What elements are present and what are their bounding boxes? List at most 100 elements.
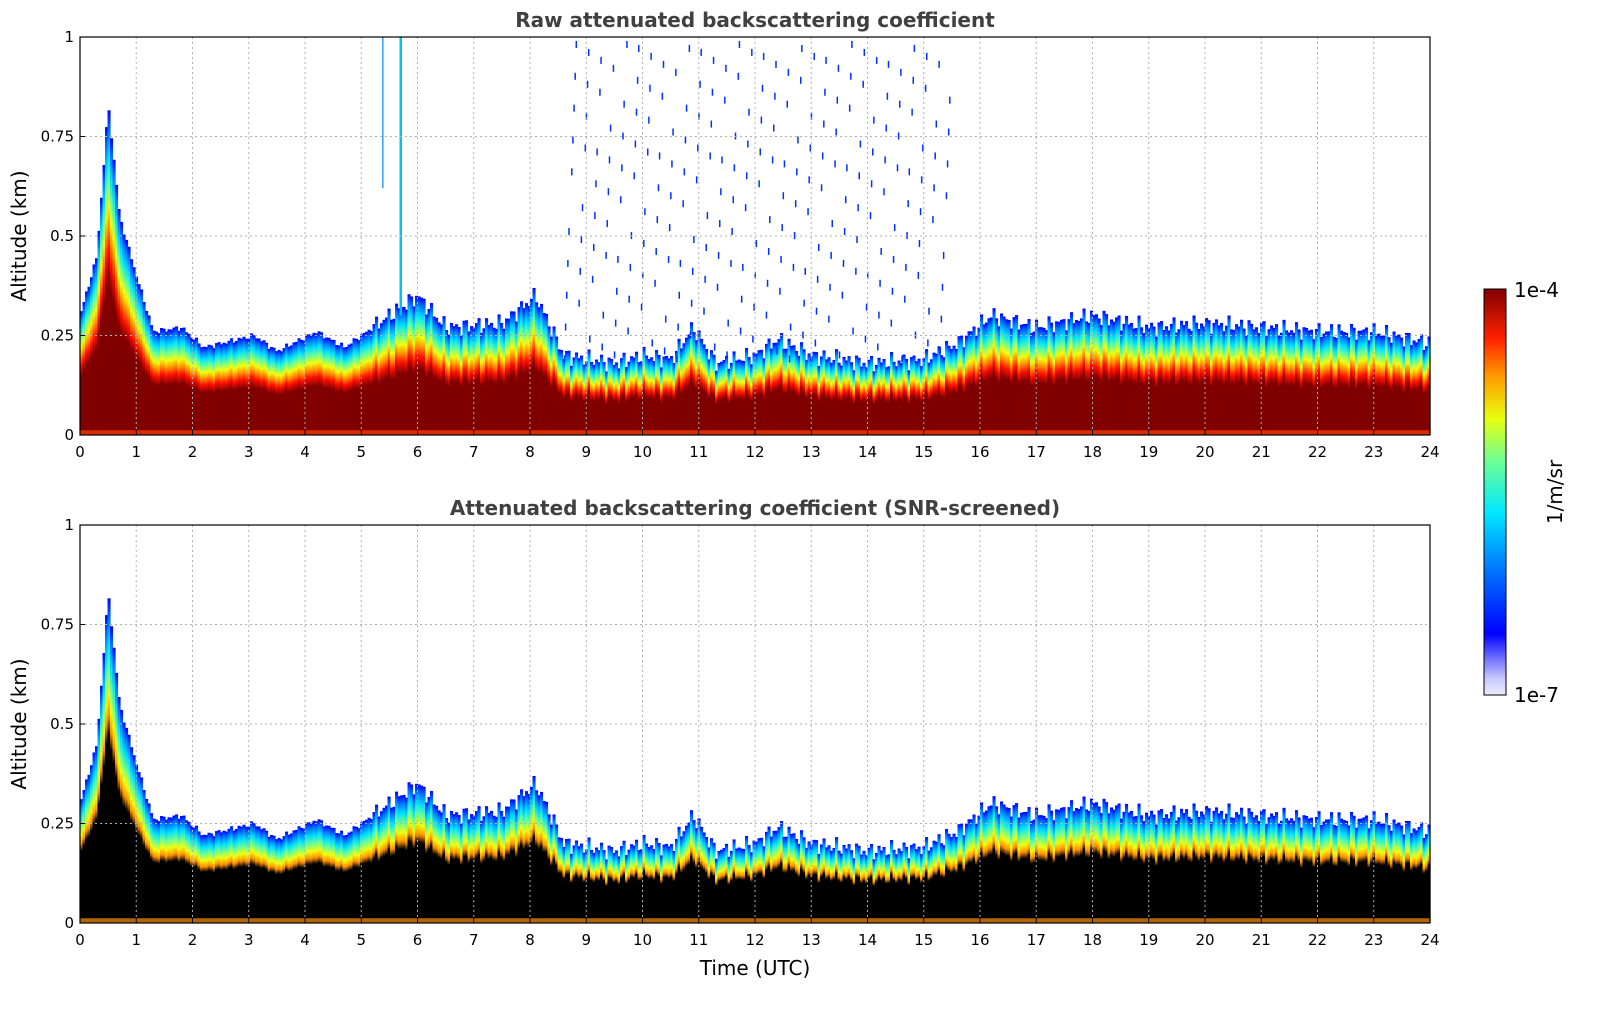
- layer-column: [522, 796, 526, 923]
- noise-speck: [872, 148, 874, 156]
- layer-column: [447, 334, 451, 435]
- layer-column: [1160, 809, 1164, 923]
- layer-column: [1165, 326, 1169, 435]
- layer-column: [1385, 812, 1389, 923]
- layer-column: [1355, 339, 1359, 435]
- layer-column: [1105, 802, 1109, 923]
- layer-column: [1140, 327, 1144, 435]
- layer-column: [977, 815, 981, 923]
- layer-column: [312, 332, 316, 435]
- layer-column: [97, 230, 101, 435]
- layer-column: [847, 356, 851, 435]
- layer-column: [1400, 337, 1404, 435]
- panel-title: Raw attenuated backscattering coefficien…: [515, 8, 995, 32]
- layer-column: [570, 365, 574, 435]
- layer-column: [535, 790, 539, 923]
- layer-column: [102, 653, 106, 923]
- layer-column: [1000, 313, 1004, 435]
- layer-column: [1107, 813, 1111, 923]
- noise-speck: [917, 271, 920, 279]
- x-tick-label: 10: [633, 443, 652, 461]
- layer-column: [775, 830, 779, 923]
- layer-column: [462, 808, 466, 923]
- layer-column: [727, 368, 731, 435]
- x-tick-label: 22: [1308, 443, 1327, 461]
- layer-column: [105, 615, 109, 923]
- layer-column: [632, 357, 636, 435]
- layer-column: [1220, 811, 1224, 923]
- layer-column: [937, 346, 941, 435]
- layer-column: [1255, 815, 1259, 923]
- layer-column: [275, 351, 279, 435]
- noise-speck: [884, 156, 886, 164]
- layer-column: [297, 338, 301, 435]
- layer-column: [962, 835, 966, 923]
- layer-column: [732, 839, 736, 923]
- layer-column: [737, 359, 741, 435]
- y-tick-label: 0: [64, 426, 74, 444]
- noise-speck: [875, 56, 878, 64]
- layer-column: [575, 840, 579, 923]
- layer-column: [597, 362, 601, 435]
- noise-speck: [746, 172, 748, 180]
- noise-speck: [591, 275, 594, 283]
- layer-column: [617, 368, 621, 435]
- layer-column: [555, 336, 559, 435]
- layer-column: [330, 339, 334, 435]
- layer-column: [572, 845, 576, 923]
- layer-column: [1085, 321, 1089, 435]
- layer-column: [587, 349, 591, 435]
- layer-column: [935, 353, 939, 435]
- noise-speck: [870, 180, 873, 188]
- layer-column: [825, 847, 829, 923]
- layer-column: [1292, 332, 1296, 435]
- layer-column: [340, 342, 344, 435]
- layer-column: [1342, 820, 1346, 923]
- layer-column: [1285, 818, 1289, 923]
- layer-column: [295, 829, 299, 923]
- layer-column: [262, 828, 266, 923]
- layer-column: [97, 718, 101, 923]
- layer-column: [342, 347, 346, 435]
- layer-column: [115, 672, 119, 923]
- noise-speck: [668, 224, 671, 232]
- noise-speck: [671, 160, 673, 168]
- x-tick-label: 20: [1195, 931, 1214, 949]
- x-tick-label: 11: [689, 931, 708, 949]
- layer-column: [647, 847, 651, 923]
- layer-column: [1025, 323, 1029, 435]
- layer-column: [1140, 815, 1144, 923]
- layer-column: [190, 337, 194, 435]
- layer-column: [192, 827, 196, 923]
- layer-column: [582, 852, 586, 923]
- layer-column: [1185, 321, 1189, 435]
- layer-column: [240, 338, 244, 435]
- layer-column: [1050, 810, 1054, 923]
- layer-column: [1392, 819, 1396, 923]
- x-tick-label: 5: [356, 443, 366, 461]
- layer-column: [942, 845, 946, 923]
- noise-speck: [938, 60, 940, 68]
- layer-column: [475, 323, 479, 435]
- layer-column: [692, 820, 696, 923]
- x-tick-label: 16: [970, 443, 989, 461]
- layer-column: [500, 811, 504, 923]
- layer-column: [1280, 332, 1284, 435]
- layer-column: [95, 746, 99, 923]
- layer-column: [180, 328, 184, 435]
- layer-column: [565, 839, 569, 923]
- layer-column: [990, 805, 994, 923]
- layer-column: [985, 810, 989, 923]
- layer-column: [415, 783, 419, 923]
- layer-column: [932, 840, 936, 923]
- layer-column: [1200, 811, 1204, 923]
- layer-column: [720, 849, 724, 923]
- noise-speck: [690, 299, 693, 307]
- noise-speck: [571, 168, 573, 176]
- layer-column: [197, 831, 201, 923]
- layer-column: [1175, 820, 1179, 923]
- layer-column: [660, 367, 664, 435]
- layer-column: [532, 287, 536, 435]
- noise-speck: [932, 216, 934, 224]
- layer-column: [1010, 816, 1014, 923]
